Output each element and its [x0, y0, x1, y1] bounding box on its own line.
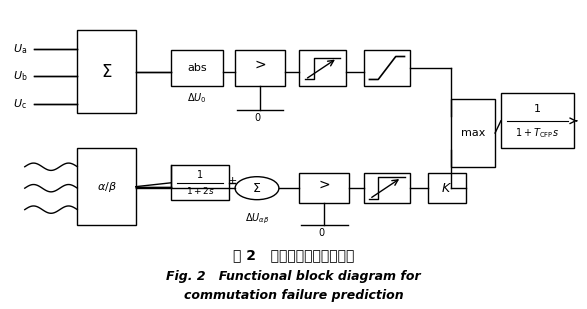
Text: 0: 0	[318, 228, 324, 238]
Text: $\alpha/\beta$: $\alpha/\beta$	[97, 180, 116, 194]
Text: 图 2   换相失败预测功能框图: 图 2 换相失败预测功能框图	[233, 248, 354, 263]
Text: commutation failure prediction: commutation failure prediction	[184, 289, 403, 302]
Text: 1: 1	[534, 104, 541, 114]
FancyBboxPatch shape	[428, 173, 466, 204]
Text: 0: 0	[254, 113, 260, 123]
FancyBboxPatch shape	[171, 50, 224, 86]
Text: $\Delta U_0$: $\Delta U_0$	[187, 91, 207, 105]
FancyBboxPatch shape	[363, 50, 410, 86]
FancyBboxPatch shape	[299, 173, 349, 204]
Text: >: >	[254, 58, 266, 72]
Text: $U_\mathrm{b}$: $U_\mathrm{b}$	[13, 70, 28, 83]
FancyBboxPatch shape	[363, 173, 410, 204]
Text: $U_\mathrm{c}$: $U_\mathrm{c}$	[13, 97, 27, 111]
FancyBboxPatch shape	[451, 99, 495, 167]
Text: >: >	[318, 178, 330, 192]
Text: $1+T_\mathrm{CFP}s$: $1+T_\mathrm{CFP}s$	[515, 126, 559, 140]
FancyBboxPatch shape	[171, 165, 230, 201]
Text: $\Sigma$: $\Sigma$	[101, 63, 112, 81]
Text: abs: abs	[187, 63, 207, 73]
FancyBboxPatch shape	[501, 93, 574, 148]
Text: $\Sigma$: $\Sigma$	[252, 182, 262, 195]
Text: $K$: $K$	[441, 182, 453, 195]
Text: +: +	[228, 176, 237, 185]
FancyBboxPatch shape	[299, 50, 346, 86]
FancyBboxPatch shape	[77, 31, 136, 113]
FancyBboxPatch shape	[77, 148, 136, 225]
FancyBboxPatch shape	[235, 50, 285, 86]
Text: $\Delta U_{\alpha\beta}$: $\Delta U_{\alpha\beta}$	[245, 212, 269, 226]
Text: Fig. 2   Functional block diagram for: Fig. 2 Functional block diagram for	[166, 270, 421, 283]
Text: 1: 1	[197, 170, 203, 180]
Text: $1+2s$: $1+2s$	[185, 185, 214, 196]
Text: max: max	[461, 128, 485, 138]
Text: $U_\mathrm{a}$: $U_\mathrm{a}$	[13, 42, 28, 56]
